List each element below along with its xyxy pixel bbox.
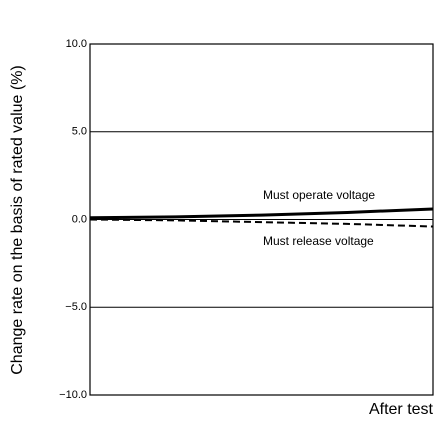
series-label: Must release voltage <box>263 234 374 248</box>
y-tick-label: 0.0 <box>72 213 87 225</box>
series-label: Must operate voltage <box>263 188 375 202</box>
y-axis-label: Change rate on the basis of rated value … <box>9 65 26 375</box>
y-tick-label: 5.0 <box>72 126 87 138</box>
y-tick-label: −10.0 <box>59 389 87 401</box>
x-axis-label: After test <box>369 401 434 418</box>
series-line <box>89 218 434 228</box>
series-line <box>89 207 434 220</box>
y-tick-label: −5.0 <box>65 301 87 313</box>
y-tick-label: 10.0 <box>66 38 87 50</box>
